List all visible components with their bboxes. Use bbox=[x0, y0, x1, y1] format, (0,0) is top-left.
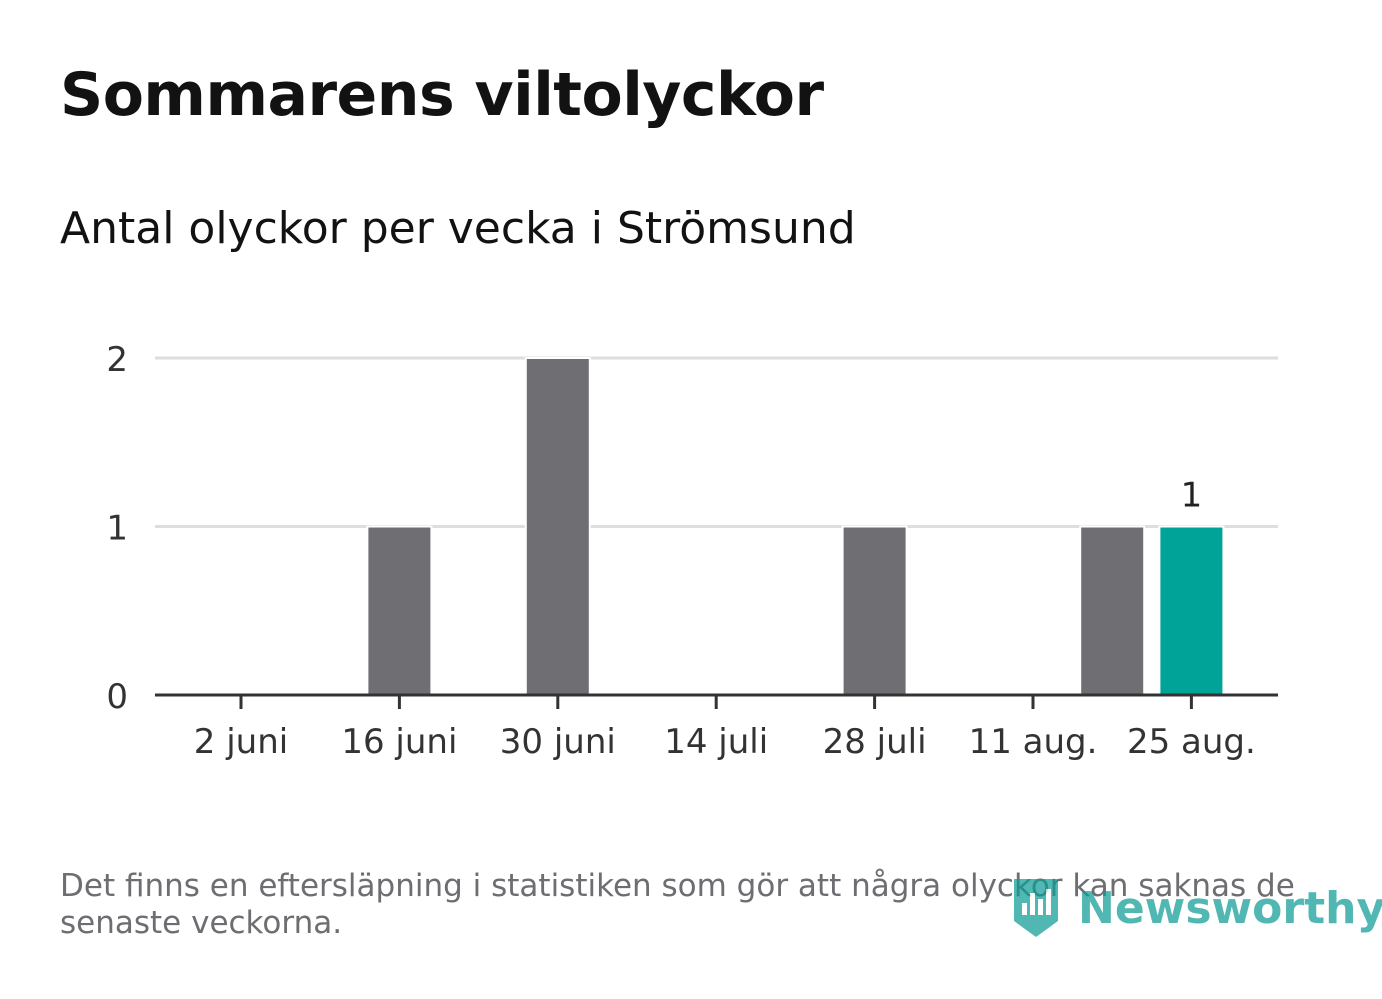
data-label: 1 bbox=[1181, 476, 1203, 516]
x-tick-label: 16 juni bbox=[341, 722, 457, 762]
y-axis-ticks: 0 1 2 bbox=[106, 340, 128, 717]
x-tick-label: 30 juni bbox=[500, 722, 616, 762]
chart-title: Sommarens viltolyckor bbox=[60, 60, 824, 130]
x-tick-label: 11 aug. bbox=[969, 722, 1098, 762]
y-tick-label: 1 bbox=[106, 509, 128, 549]
x-tick-label: 28 juli bbox=[823, 722, 927, 762]
bar-highlight bbox=[1158, 525, 1225, 696]
bars bbox=[366, 357, 1225, 696]
bar bbox=[366, 525, 433, 696]
chart-subtitle: Antal olyckor per vecka i Strömsund bbox=[60, 203, 856, 254]
y-tick-label: 0 bbox=[106, 677, 128, 717]
bar bbox=[524, 357, 591, 696]
x-axis: 2 juni 16 juni 30 juni 14 juli 28 juli 11 aug… bbox=[155, 693, 1278, 762]
data-labels: 1 bbox=[1181, 476, 1203, 516]
bar bbox=[1079, 525, 1146, 696]
x-tick-label: 2 juni bbox=[194, 722, 288, 762]
footnote: Det finns en eftersläpning i statistiken… bbox=[60, 868, 1295, 941]
x-tick-label: 14 juli bbox=[664, 722, 768, 762]
gridlines bbox=[155, 356, 1278, 528]
x-tick-label: 25 aug. bbox=[1127, 722, 1256, 762]
y-tick-label: 2 bbox=[106, 340, 128, 380]
brand-name: Newsworthy bbox=[1078, 882, 1382, 934]
bar bbox=[841, 525, 908, 696]
brand-logo: Newsworthy bbox=[1010, 877, 1382, 939]
newsworthy-logo-icon bbox=[1014, 879, 1058, 937]
